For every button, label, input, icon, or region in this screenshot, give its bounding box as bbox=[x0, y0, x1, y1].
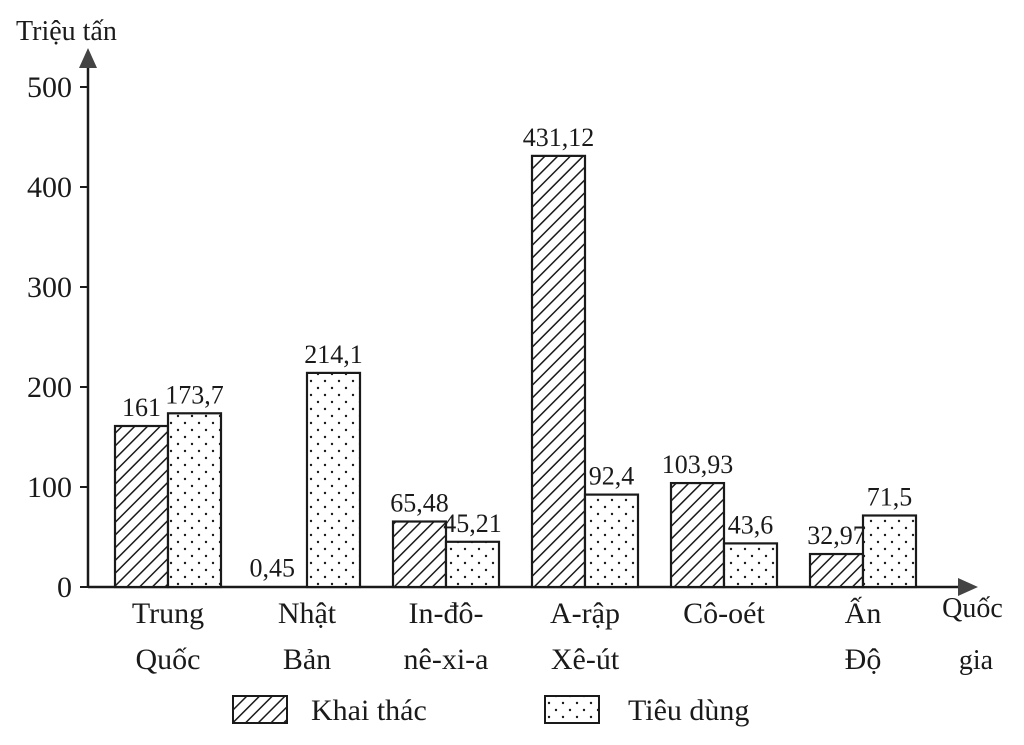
y-tick-label: 500 bbox=[27, 71, 72, 104]
y-tick-label: 400 bbox=[27, 171, 72, 204]
category-label: Cô-oét bbox=[683, 597, 765, 630]
value-label-khai-thac: 65,48 bbox=[390, 489, 449, 518]
bar-tieu-dung bbox=[444, 540, 501, 589]
y-tick-label: 0 bbox=[57, 571, 72, 604]
value-label-khai-thac: 431,12 bbox=[523, 123, 595, 152]
y-axis-arrow bbox=[79, 48, 97, 68]
legend-label-khai-thac: Khai thác bbox=[311, 694, 427, 727]
bar-tieu-dung bbox=[583, 493, 640, 589]
legend: Khai thác Tiêu dùng bbox=[232, 694, 749, 727]
bar-khai-thac bbox=[669, 481, 726, 589]
category-label-line: In-đô- bbox=[409, 597, 484, 630]
category-label-line: Quốc bbox=[136, 643, 201, 676]
bar-tieu-dung bbox=[861, 514, 918, 589]
value-label-tieu-dung: 92,4 bbox=[589, 462, 635, 491]
bar-tieu-dung bbox=[305, 371, 362, 589]
y-tick-label: 200 bbox=[27, 371, 72, 404]
bar-khai-thac bbox=[808, 552, 865, 589]
y-tick-label: 300 bbox=[27, 271, 72, 304]
category-label-line: Trung bbox=[132, 597, 204, 630]
category-label-line: Xê-út bbox=[551, 643, 620, 676]
value-label-tieu-dung: 173,7 bbox=[165, 380, 224, 409]
x-axis-title-line-2: gia bbox=[959, 645, 994, 676]
category-label-line: A-rập bbox=[550, 597, 620, 630]
category-label-line: nê-xi-a bbox=[404, 643, 489, 676]
value-label-khai-thac: 161 bbox=[122, 393, 161, 422]
category-labels: Trung Quốc Nhật Bản In-đô-nê-xi-a A-rập Xê-út C… bbox=[132, 596, 881, 676]
bar-khai-thac bbox=[391, 520, 448, 589]
category-label: Nhật Bản bbox=[278, 597, 337, 676]
category-label-line: Cô-oét bbox=[683, 597, 765, 630]
x-axis-arrow bbox=[958, 578, 978, 596]
value-label-tieu-dung: 214,1 bbox=[304, 340, 363, 369]
legend-swatch-khai-thac bbox=[232, 695, 288, 724]
bar-tieu-dung bbox=[722, 542, 779, 589]
x-axis-title: Quốc gia bbox=[942, 593, 1010, 676]
value-label-khai-thac: 32,97 bbox=[807, 521, 866, 550]
value-label-tieu-dung: 71,5 bbox=[867, 483, 913, 512]
category-label: Ấn Độ bbox=[845, 596, 882, 676]
category-label: In-đô-nê-xi-a bbox=[404, 597, 489, 676]
y-ticks: 0 100 200 300 400 500 bbox=[27, 71, 88, 604]
category-label-line: Nhật bbox=[278, 597, 337, 630]
category-label-line: Ấn bbox=[845, 596, 882, 630]
category-label: A-rập Xê-út bbox=[550, 597, 620, 676]
y-axis-title: Triệu tấn bbox=[16, 16, 117, 47]
category-label: Trung Quốc bbox=[132, 597, 204, 676]
bar-tieu-dung bbox=[166, 412, 223, 589]
value-label-khai-thac: 103,93 bbox=[662, 450, 734, 479]
legend-swatch-tieu-dung bbox=[544, 695, 600, 724]
x-axis-title-line-1: Quốc bbox=[942, 593, 1003, 624]
value-label-tieu-dung: 45,21 bbox=[443, 509, 502, 538]
category-label-line: Bản bbox=[283, 643, 331, 676]
bar-khai-thac bbox=[530, 154, 587, 589]
value-label-khai-thac: 0,45 bbox=[250, 554, 296, 583]
bars bbox=[113, 154, 918, 589]
value-label-tieu-dung: 43,6 bbox=[728, 510, 774, 539]
bar-khai-thac bbox=[113, 424, 170, 589]
y-tick-label: 100 bbox=[27, 471, 72, 504]
axes: Triệu tấn Quốc gia bbox=[16, 16, 1010, 676]
category-label-line: Độ bbox=[845, 643, 882, 676]
legend-label-tieu-dung: Tiêu dùng bbox=[628, 694, 749, 727]
